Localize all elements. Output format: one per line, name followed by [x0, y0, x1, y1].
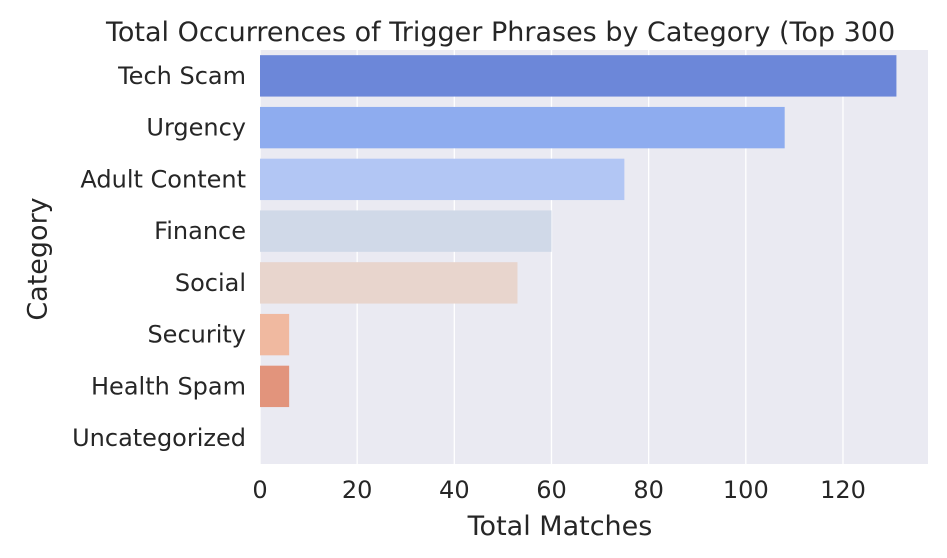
- x-tick-label: 100: [723, 476, 769, 504]
- y-tick-label: Security: [147, 321, 246, 349]
- y-tick-label: Social: [175, 269, 246, 297]
- bar: [260, 365, 290, 408]
- y-tick-label: Health Spam: [91, 372, 246, 400]
- x-tick-label: 0: [252, 476, 267, 504]
- y-tick-label: Uncategorized: [72, 424, 246, 452]
- y-tick-label: Adult Content: [80, 165, 246, 193]
- x-tick-label: 40: [439, 476, 470, 504]
- x-axis-label: Total Matches: [467, 511, 653, 542]
- bar: [260, 158, 625, 201]
- y-tick-label: Finance: [154, 217, 246, 245]
- bars: [260, 55, 897, 408]
- x-tick-labels: 0 20 40 60 80 100 120: [252, 476, 866, 504]
- y-tick-label: Urgency: [146, 114, 246, 142]
- bar: [260, 106, 785, 149]
- x-tick-label: 80: [633, 476, 664, 504]
- y-tick-labels: Tech Scam Urgency Adult Content Finance Soci…: [72, 62, 246, 452]
- bar: [260, 313, 290, 356]
- bar: [260, 55, 897, 97]
- chart-title: Total Occurrences of Trigger Phrases by …: [105, 17, 895, 48]
- x-tick-label: 120: [820, 476, 866, 504]
- x-tick-label: 20: [342, 476, 373, 504]
- y-axis-label: Category: [23, 197, 54, 320]
- y-tick-label: Tech Scam: [117, 62, 246, 90]
- bar: [260, 262, 518, 304]
- bar: [260, 210, 552, 252]
- x-tick-label: 60: [536, 476, 567, 504]
